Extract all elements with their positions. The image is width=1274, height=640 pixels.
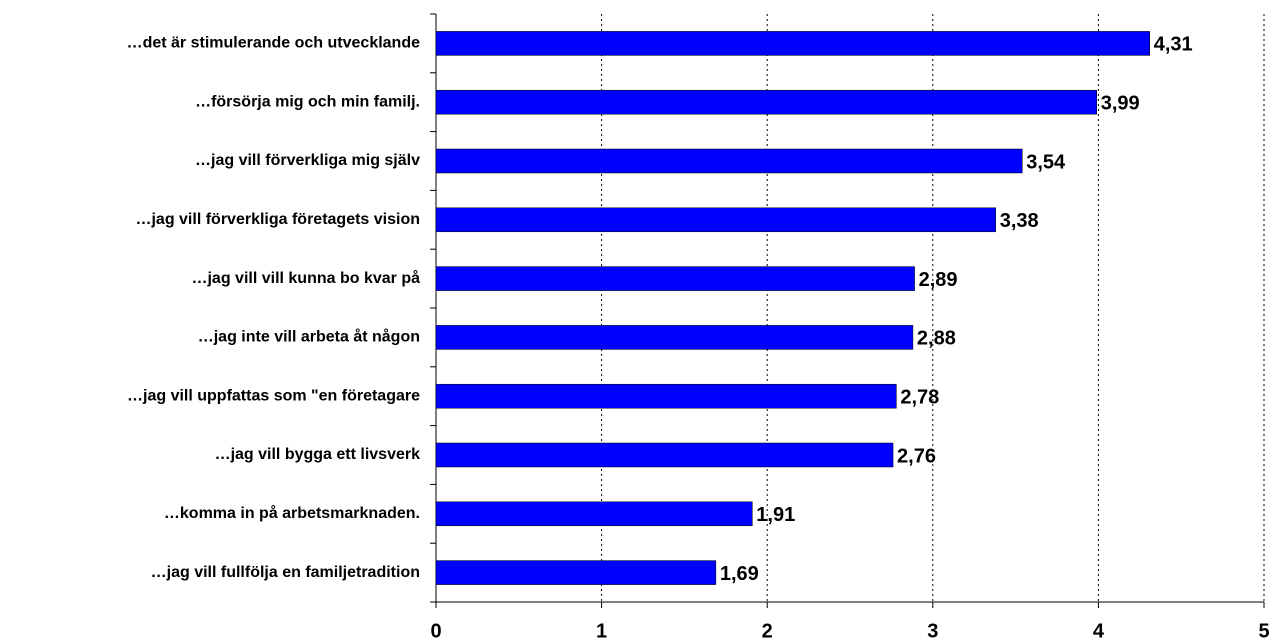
x-tick-label: 4 [1093, 620, 1105, 640]
value-label: 2,76 [897, 445, 936, 467]
value-label: 2,88 [917, 328, 956, 350]
x-tick-label: 1 [596, 620, 607, 640]
value-label: 1,69 [720, 563, 759, 585]
x-tick-label: 5 [1258, 620, 1269, 640]
bar [435, 442, 894, 468]
x-tick-label: 2 [762, 620, 773, 640]
value-label: 1,91 [756, 504, 795, 526]
bar [435, 207, 996, 233]
bar [435, 383, 897, 409]
y-tick-label: …komma in på arbetsmarknaden. [164, 504, 420, 522]
value-label: 3,99 [1101, 92, 1140, 114]
y-tick-label: …jag inte vill arbeta åt någon [198, 328, 420, 346]
bar [435, 31, 1150, 56]
y-tick-label: …jag vill bygga ett livsverk [215, 446, 421, 463]
value-label: 3,38 [1000, 210, 1039, 232]
x-tick-label: 0 [430, 620, 441, 640]
y-tick-label: …jag vill förverkliga mig själv [195, 152, 420, 169]
bar [435, 148, 1023, 174]
value-label: 4,31 [1154, 34, 1193, 56]
value-label: 2,89 [919, 269, 958, 291]
y-tick-label: …jag vill fullfölja en familjetradition [151, 564, 420, 581]
bar [435, 560, 717, 585]
x-tick-label: 3 [927, 620, 938, 640]
value-label: 3,54 [1026, 151, 1066, 173]
bar [435, 89, 1097, 115]
bar [435, 501, 753, 527]
bar [435, 266, 915, 291]
y-tick-label: …försörja mig och min familj. [195, 93, 420, 110]
y-tick-label: …jag vill förverkliga företagets vision [135, 211, 420, 228]
y-tick-label: …det är stimulerande och utvecklande [127, 35, 421, 52]
bar [435, 325, 914, 350]
y-tick-label: …jag vill uppfattas som "en företagare [127, 387, 420, 404]
y-tick-label: …jag vill vill kunna bo kvar på [191, 269, 420, 287]
value-label: 2,78 [900, 386, 939, 408]
